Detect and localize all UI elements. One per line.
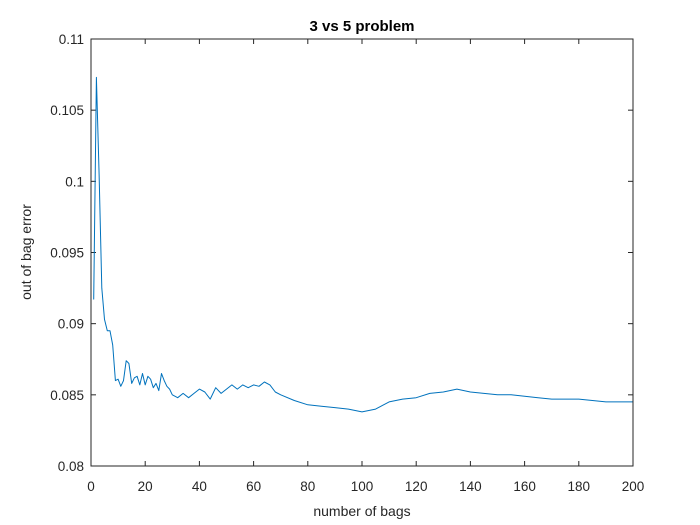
x-tick-label: 40 — [192, 479, 207, 494]
x-tick-label: 60 — [246, 479, 261, 494]
y-tick-label: 0.1 — [65, 174, 84, 189]
x-tick-label: 180 — [568, 479, 591, 494]
x-tick-label: 100 — [351, 479, 374, 494]
x-tick-label: 0 — [87, 479, 95, 494]
x-tick-label: 120 — [405, 479, 428, 494]
plot-area-border — [90, 38, 634, 467]
x-tick-label: 20 — [138, 479, 153, 494]
y-tick-label: 0.085 — [50, 388, 84, 403]
y-tick-label: 0.105 — [50, 103, 84, 118]
y-axis-label: out of bag error — [18, 204, 34, 300]
x-tick-label: 200 — [622, 479, 645, 494]
chart-title: 3 vs 5 problem — [309, 18, 414, 35]
x-tick-label: 140 — [459, 479, 482, 494]
y-tick-label: 0.09 — [58, 317, 84, 332]
x-tick-label: 80 — [300, 479, 315, 494]
series-line — [93, 76, 633, 413]
y-tick-label: 0.08 — [58, 459, 84, 474]
x-tick-label: 160 — [513, 479, 536, 494]
y-tick-label: 0.095 — [50, 246, 84, 261]
y-tick-label: 0.11 — [59, 32, 84, 47]
x-axis-label: number of bags — [313, 503, 410, 519]
